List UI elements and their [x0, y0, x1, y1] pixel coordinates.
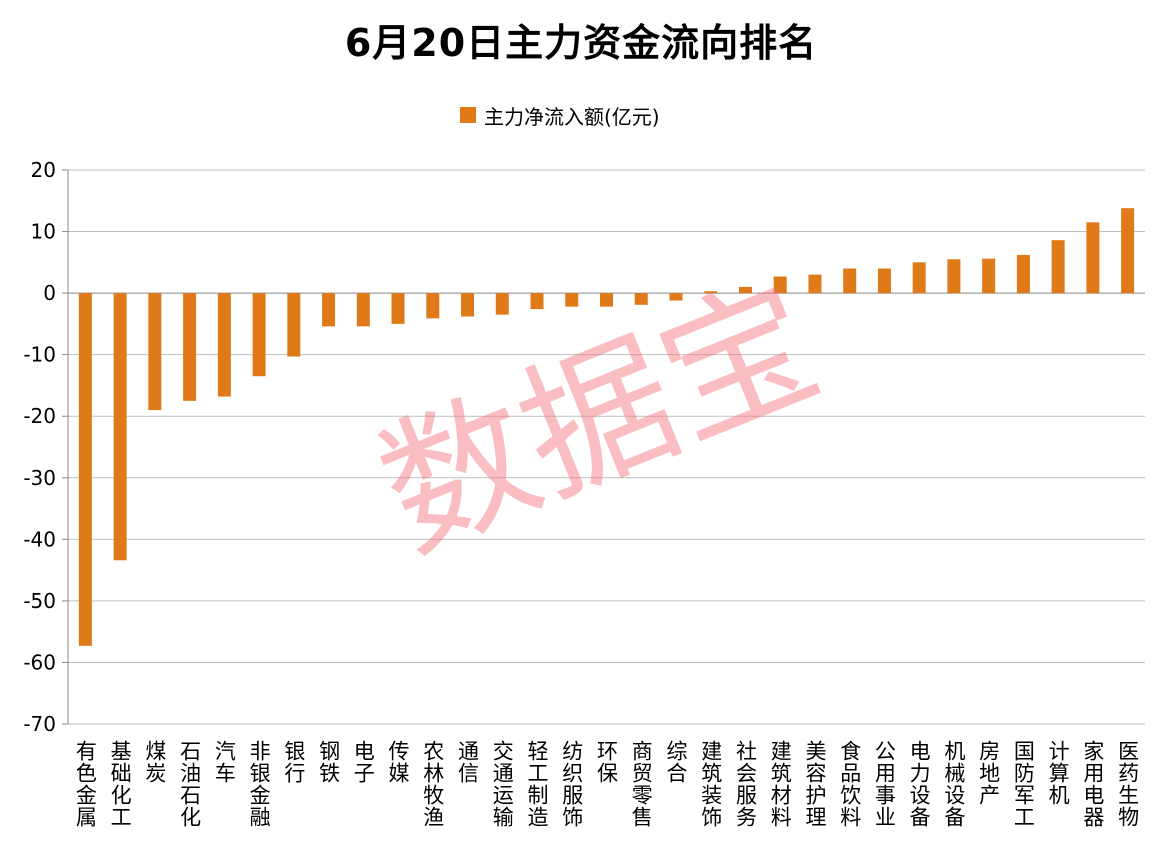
- category-label: 有色金属: [73, 740, 97, 828]
- bar-11: [461, 293, 475, 317]
- chart-title: 6月20日主力资金流向排名: [344, 21, 818, 65]
- bar-19: [738, 286, 752, 294]
- y-tick-label: -50: [23, 589, 56, 613]
- y-tick-label: -10: [23, 343, 56, 367]
- bar-18: [704, 291, 718, 294]
- bar-30: [1121, 208, 1135, 294]
- bar-27: [1016, 254, 1030, 294]
- bar-14: [565, 293, 579, 307]
- y-tick-label: -20: [23, 404, 56, 428]
- bar-6: [287, 293, 301, 357]
- category-label: 医药生物: [1116, 740, 1140, 828]
- y-tick-label: 10: [31, 220, 56, 244]
- bar-2: [148, 293, 162, 411]
- y-tick-label: -30: [23, 466, 56, 490]
- category-label: 农林牧渔: [421, 740, 445, 828]
- bar-26: [982, 258, 996, 294]
- category-label: 煤炭: [143, 740, 167, 784]
- category-label: 计算机: [1046, 740, 1070, 806]
- category-label: 传媒: [386, 740, 410, 784]
- bar-5: [252, 293, 266, 377]
- bar-12: [495, 293, 509, 315]
- legend-label: 主力净流入额(亿元): [484, 104, 660, 129]
- category-label: 商贸零售: [629, 740, 653, 828]
- y-tick-label: 20: [31, 158, 56, 182]
- category-label: 非银金融: [247, 740, 271, 828]
- category-label: 电子: [351, 740, 375, 784]
- bar-28: [1051, 240, 1065, 294]
- bar-24: [912, 262, 926, 294]
- category-label: 环保: [595, 740, 619, 784]
- bar-21: [808, 274, 822, 294]
- legend: 主力净流入额(亿元): [460, 100, 660, 130]
- bar-23: [877, 268, 891, 294]
- category-label: 建筑装饰: [699, 740, 723, 828]
- category-label: 机械设备: [942, 740, 966, 828]
- bar-9: [391, 293, 405, 324]
- category-label: 通信: [456, 740, 480, 784]
- bar-17: [669, 293, 683, 301]
- category-label: 纺织服饰: [560, 740, 584, 828]
- bar-15: [600, 293, 613, 307]
- bar-8: [356, 293, 370, 327]
- bar-22: [843, 268, 857, 294]
- category-label: 石油石化: [178, 740, 202, 828]
- bar-16: [634, 293, 648, 305]
- category-label: 综合: [664, 740, 688, 784]
- category-label: 银行: [282, 740, 306, 784]
- y-tick-label: -40: [23, 527, 56, 551]
- legend-swatch: [460, 107, 476, 123]
- category-label: 建筑材料: [768, 740, 792, 828]
- category-label: 电力设备: [907, 740, 931, 828]
- bar-10: [426, 293, 440, 319]
- category-label: 交通运输: [490, 740, 514, 828]
- bar-25: [947, 259, 961, 294]
- category-label: 基础化工: [108, 740, 132, 828]
- category-label: 房地产: [977, 740, 1001, 806]
- category-label: 钢铁: [317, 740, 341, 784]
- y-tick-label: -60: [23, 650, 56, 674]
- category-label: 国防军工: [1011, 740, 1035, 828]
- bar-29: [1086, 222, 1100, 294]
- bar-13: [530, 293, 544, 310]
- category-label: 食品饮料: [838, 740, 862, 828]
- y-tick-label: -70: [23, 712, 56, 736]
- bar-0: [78, 293, 92, 646]
- bar-3: [183, 293, 197, 401]
- y-tick-label: 0: [43, 281, 56, 305]
- category-label: 美容护理: [803, 740, 827, 828]
- category-label: 家用电器: [1081, 740, 1105, 828]
- category-label: 汽车: [212, 740, 236, 784]
- bar-4: [217, 293, 231, 397]
- category-label: 轻工制造: [525, 740, 549, 828]
- bar-1: [113, 293, 127, 561]
- category-label: 社会服务: [733, 740, 757, 828]
- category-label: 公用事业: [872, 740, 896, 828]
- bar-20: [773, 276, 787, 294]
- bar-7: [322, 293, 336, 327]
